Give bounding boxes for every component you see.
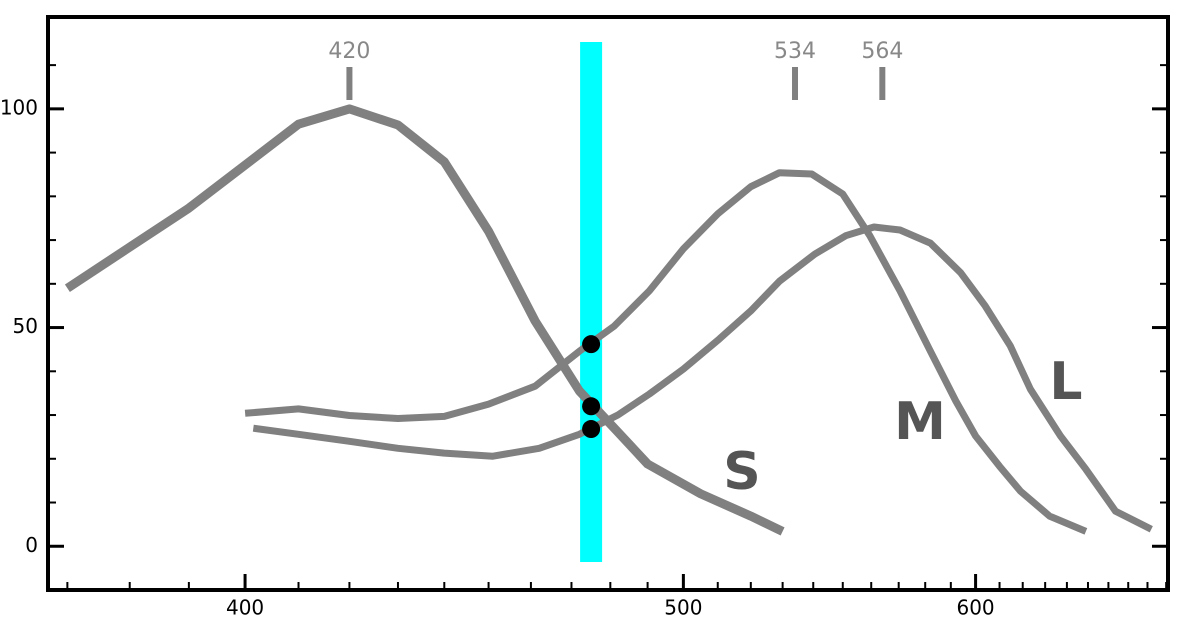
marker-dot — [582, 420, 601, 439]
curve-label: L — [1049, 352, 1082, 412]
curve — [252, 223, 1153, 533]
x-tick-label: 600 — [956, 596, 994, 620]
y-tick-label: 100 — [0, 95, 38, 119]
highlight-band — [580, 42, 603, 562]
x-tick-label: 400 — [226, 596, 264, 620]
plot-frame — [46, 15, 1170, 592]
y-tick-label: 0 — [25, 533, 38, 557]
curve-label: M — [894, 392, 946, 452]
curve-label: S — [723, 442, 760, 502]
marker-dot — [582, 335, 601, 354]
curve — [244, 169, 1088, 535]
curve — [64, 104, 785, 536]
x-tick-label: 500 — [664, 596, 702, 620]
y-tick-label: 50 — [13, 314, 38, 338]
peak-label: 564 — [861, 39, 903, 64]
peak-label: 420 — [328, 39, 370, 64]
marker-dot — [582, 397, 601, 416]
peak-label: 534 — [774, 39, 816, 64]
